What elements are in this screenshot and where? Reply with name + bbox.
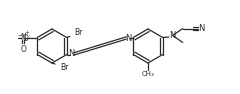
Text: N: N xyxy=(169,31,176,40)
Text: N: N xyxy=(125,34,132,43)
Text: N: N xyxy=(20,33,26,42)
Text: $^-$O: $^-$O xyxy=(16,32,31,43)
Text: +: + xyxy=(25,30,30,35)
Text: Br: Br xyxy=(75,28,83,37)
Text: N: N xyxy=(198,24,205,33)
Text: Br: Br xyxy=(60,64,68,72)
Text: N: N xyxy=(69,49,75,58)
Text: O: O xyxy=(20,45,26,54)
Text: CH₃: CH₃ xyxy=(142,71,154,77)
